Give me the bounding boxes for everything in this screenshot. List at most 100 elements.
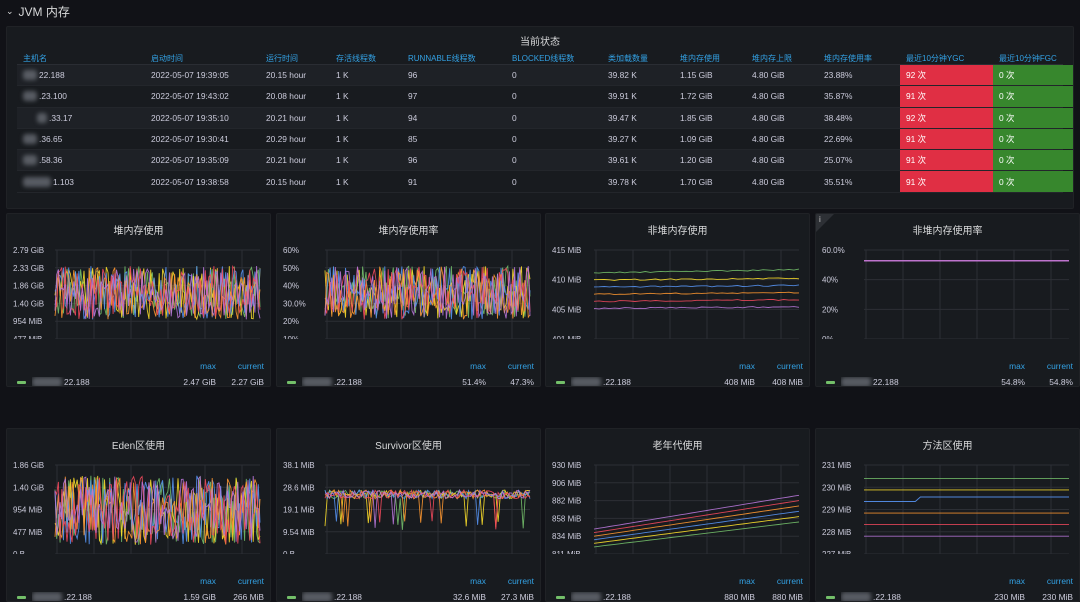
table-row[interactable]: .58.36 2022-05-07 19:35:09 20.21 hour 1 K 96… <box>17 150 1073 172</box>
table-cell: 94 <box>408 112 418 123</box>
legend-item[interactable]: .22.188 408 MiB 408 MiB <box>552 373 803 387</box>
table-row[interactable]: .23.100 2022-05-07 19:43:02 20.08 hour 1 K 9… <box>17 86 1073 108</box>
legend-max: 880 MiB <box>724 592 755 602</box>
table-cell: 91 次 <box>900 150 993 171</box>
legend-item[interactable]: .22.188 1.59 GiB 266 MiB <box>13 588 264 602</box>
legend-name: .22.188 <box>302 377 438 386</box>
table-cell: 20.08 hour <box>266 91 307 102</box>
table-cell: 35.51% <box>824 176 853 187</box>
table-cell: 1 K <box>336 155 349 166</box>
table-cell: 39.27 K <box>608 134 637 145</box>
legend-header-current[interactable]: current <box>237 361 264 371</box>
graph-panel[interactable]: 堆内存使用 2.79 GiB 2.33 GiB 1.86 GiB 1.40 GiB 954… <box>6 213 271 387</box>
table-cell: .33.17 <box>17 108 145 128</box>
legend-current: 266 MiB <box>233 592 264 602</box>
legend-item[interactable]: .22.188 230 MiB 230 MiB <box>822 588 1073 602</box>
table-cell: 1.15 GiB <box>680 70 713 81</box>
column-header[interactable]: 运行时间 <box>266 53 298 63</box>
graph-panel[interactable]: 堆内存使用率60%50%40%30.0%20%10%14:5015:0015:1… <box>276 213 541 387</box>
graph-panel[interactable]: Survivor区使用 38.1 MiB 28.6 MiB 19.1 MiB 9.54 … <box>276 428 541 602</box>
graph-plot[interactable]: 2.79 GiB 2.33 GiB 1.86 GiB 1.40 GiB 954 MiB 4… <box>7 214 271 339</box>
legend-header-current[interactable]: current <box>1046 576 1073 586</box>
series-line <box>54 475 261 545</box>
column-header[interactable]: 最近10分钟FGC <box>999 53 1057 63</box>
legend-item[interactable]: .22.188 32.6 MiB 27.3 MiB <box>283 588 534 602</box>
graph-panel[interactable]: i非堆内存使用率60.0%40%20%0%14:5015:0015:1015:2… <box>815 213 1080 387</box>
legend-header-max[interactable]: max <box>1009 361 1025 371</box>
info-icon[interactable]: i <box>816 214 834 232</box>
redacted-blur <box>32 592 62 601</box>
legend-max: 32.6 MiB <box>452 592 486 602</box>
column-header[interactable]: 类加载数量 <box>608 53 648 63</box>
legend-header-max[interactable]: max <box>470 361 486 371</box>
legend-max: 408 MiB <box>724 377 755 387</box>
table-cell: 91 次 <box>900 128 993 150</box>
legend-header-current[interactable]: current <box>776 576 803 586</box>
legend-item[interactable]: .22.188 51.4% 47.3% <box>283 373 534 387</box>
column-header[interactable]: 堆内存使用率 <box>824 53 872 63</box>
graph-plot[interactable]: 60.0%40%20%0%14:5015:0015:1015:2015:3015… <box>816 214 1080 339</box>
legend-header-max[interactable]: max <box>200 361 216 371</box>
legend-header-current[interactable]: current <box>507 576 534 586</box>
table-cell: 92 次 <box>900 107 993 128</box>
legend-header-current[interactable]: current <box>776 361 803 371</box>
legend: maxcurrent.22.18851.4%47.3%.23.10051.2%5… <box>283 359 534 387</box>
legend-header-max[interactable]: max <box>1009 576 1025 586</box>
column-header[interactable]: 最近10分钟YGC <box>906 53 965 63</box>
legend-name-text: .22.188 <box>873 591 901 602</box>
table-cell: 1 K <box>336 134 349 145</box>
host-name: 22.188 <box>39 70 65 81</box>
status-table-panel: 当前状态 主机名 启动时间 运行时间 存活线程数 RUNNABLE线程数 BLOCKED线… <box>6 26 1074 209</box>
y-tick-label: 954 MiB <box>13 506 42 515</box>
legend-item[interactable]: 22.188 54.8% 54.8% <box>822 373 1073 387</box>
redacted-blur <box>23 134 37 145</box>
column-header[interactable]: 存活线程数 <box>336 53 376 63</box>
legend-header: max current <box>283 574 534 588</box>
graph-panel[interactable]: Eden区使用 1.86 GiB 1.40 GiB 954 MiB 477 MiB 0 B… <box>6 428 271 602</box>
graph-panel[interactable]: 老年代使用 930 MiB 906 MiB 882 MiB 858 MiB 834 MiB… <box>545 428 810 602</box>
table-row[interactable]: .36.65 2022-05-07 19:30:41 20.29 hour 1 K 85… <box>17 128 1073 151</box>
legend-header-max[interactable]: max <box>200 576 216 586</box>
graph-panel[interactable]: 方法区使用 231 MiB 230 MiB 229 MiB 228 MiB 227 MiB… <box>815 428 1080 602</box>
graph-plot[interactable]: 60%50%40%30.0%20%10%14:5015:0015:1015:20… <box>277 214 541 339</box>
legend-header-max[interactable]: max <box>739 361 755 371</box>
panel-title: 堆内存使用率 <box>378 226 439 237</box>
table-row[interactable]: 22.188 2022-05-07 19:39:05 20.15 hour 1 K 96… <box>17 65 1073 87</box>
legend-header-current[interactable]: current <box>237 576 264 586</box>
graph-plot[interactable]: 930 MiB 906 MiB 882 MiB 858 MiB 834 MiB 811 M… <box>546 429 810 554</box>
legend-header-current[interactable]: current <box>507 361 534 371</box>
legend-item[interactable]: .22.188 880 MiB 880 MiB <box>552 588 803 602</box>
table-cell: 0 <box>512 112 517 123</box>
legend-current: 54.8% <box>1049 377 1073 387</box>
legend-swatch <box>826 380 835 384</box>
row-header[interactable]: ⌄ JVM 内存 <box>6 2 70 20</box>
column-header[interactable]: 启动时间 <box>151 53 183 63</box>
chevron-down-icon[interactable]: ⌄ <box>6 5 14 16</box>
column-header[interactable]: RUNNABLE线程数 <box>408 53 476 63</box>
column-header[interactable]: BLOCKED线程数 <box>512 53 575 63</box>
legend-max: 51.4% <box>462 377 486 387</box>
column-header[interactable]: 堆内存上限 <box>752 53 792 63</box>
series-line <box>324 266 531 319</box>
y-tick-label: 477 MiB <box>13 528 42 537</box>
column-header[interactable]: 堆内存使用 <box>680 53 720 63</box>
legend-header-max[interactable]: max <box>739 576 755 586</box>
legend-header-max[interactable]: max <box>470 576 486 586</box>
y-tick-label: 228 MiB <box>822 528 851 537</box>
table-row[interactable]: .33.17 2022-05-07 19:35:10 20.21 hour 1 K 94… <box>17 107 1073 129</box>
table-row[interactable]: 1.103 2022-05-07 19:38:58 20.15 hour 1 K 91 0… <box>17 171 1073 193</box>
table-cell: 85 <box>408 134 418 145</box>
legend-header-current[interactable]: current <box>1046 361 1073 371</box>
column-header[interactable]: 主机名 <box>23 53 47 63</box>
legend-item[interactable]: 22.188 2.47 GiB 2.27 GiB <box>13 373 264 386</box>
table-cell: 38.48% <box>824 112 853 123</box>
table-cell: 22.69% <box>824 134 853 145</box>
legend-max: 1.59 GiB <box>183 592 216 602</box>
panel-title: 非堆内存使用 <box>647 226 708 237</box>
